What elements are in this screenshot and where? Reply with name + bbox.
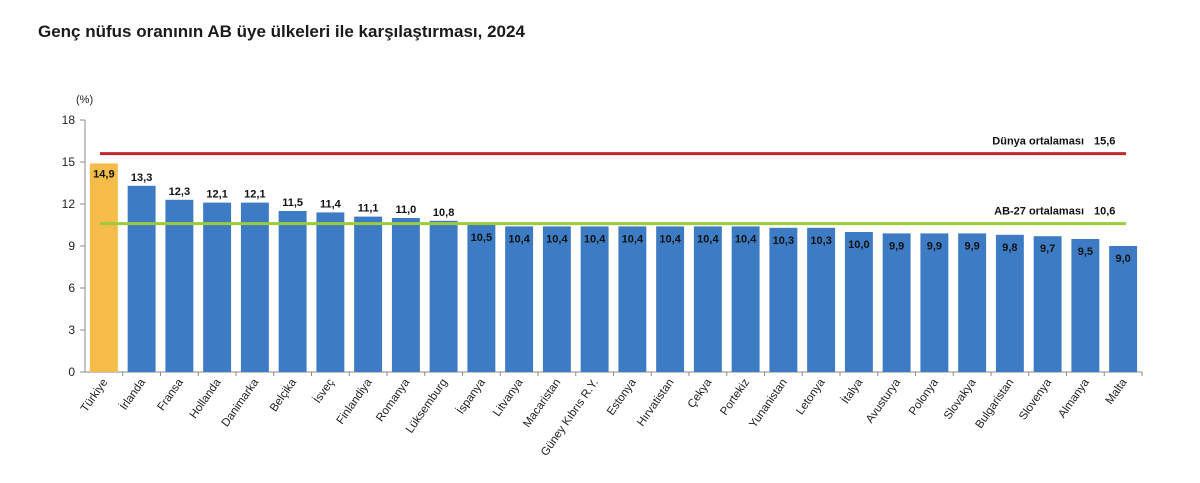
data-label: 9,9 <box>889 240 904 252</box>
x-category-label: Avusturya <box>864 376 903 425</box>
reference-line-value: 10,6 <box>1094 206 1115 218</box>
x-category-label: Polonya <box>907 376 941 417</box>
x-category-label: Danimarka <box>220 376 262 429</box>
y-tick-label: 0 <box>68 365 75 379</box>
bar <box>882 233 911 372</box>
data-label: 12,1 <box>206 189 227 201</box>
x-category-label: İtalya <box>839 376 866 406</box>
data-label: 10,4 <box>508 233 530 245</box>
data-label: 10,3 <box>810 235 831 247</box>
data-label: 10,4 <box>735 233 757 245</box>
bar <box>354 216 383 372</box>
chart-title: Genç nüfus oranının AB üye ülkeleri ile … <box>38 22 525 41</box>
bar <box>807 227 836 372</box>
data-label: 10,4 <box>546 233 568 245</box>
data-label: 10,4 <box>659 233 681 245</box>
x-category-label: Fransa <box>155 376 186 413</box>
bar <box>693 226 722 372</box>
data-label: 10,4 <box>584 233 606 245</box>
x-category-label: İsveç <box>311 376 337 406</box>
reference-line-label: AB-27 ortalaması <box>994 206 1084 218</box>
data-label: 9,9 <box>964 240 979 252</box>
bar <box>505 226 534 372</box>
bar <box>1109 246 1138 372</box>
bar <box>278 211 307 372</box>
bar <box>618 226 647 372</box>
data-label: 14,9 <box>93 168 114 180</box>
y-tick-label: 6 <box>68 281 75 295</box>
bar <box>920 233 949 372</box>
data-label: 11,4 <box>320 198 342 210</box>
x-category-label: Hırvatistan <box>635 377 676 429</box>
y-tick-label: 15 <box>62 155 76 169</box>
bar <box>995 234 1024 372</box>
data-label: 10,3 <box>773 235 794 247</box>
data-label: 9,9 <box>927 240 942 252</box>
data-label: 9,5 <box>1078 246 1093 258</box>
data-label: 13,3 <box>131 172 152 184</box>
y-tick-label: 9 <box>68 239 75 253</box>
bar <box>1033 236 1062 372</box>
x-category-label: Almanya <box>1056 376 1092 420</box>
bar <box>165 199 194 372</box>
data-label: 9,7 <box>1040 243 1055 255</box>
bar <box>844 232 873 372</box>
x-category-label: Letonya <box>794 376 828 417</box>
x-category-label: Çekya <box>686 376 715 410</box>
bar <box>958 233 987 372</box>
x-category-label: Estonya <box>605 376 639 417</box>
x-category-label: Bulgaristan <box>973 377 1016 431</box>
data-label: 11,1 <box>358 203 379 215</box>
x-category-label: Yunanistan <box>747 377 789 431</box>
x-category-label: İrlanda <box>117 376 148 413</box>
bars: 14,9 13,3 12,3 12,1 12,1 11,5 11,4 11,1 11,0 10,8… <box>89 163 1143 376</box>
data-label: 10,4 <box>697 233 719 245</box>
reference-lines: Dünya ortalaması 15,6 AB-27 ortalaması 10,6 <box>100 136 1126 226</box>
data-label: 9,8 <box>1002 242 1017 254</box>
x-category-label: Slovakya <box>942 376 979 422</box>
bar <box>240 202 269 372</box>
bar <box>542 226 571 372</box>
bar <box>391 218 420 372</box>
x-category-label: Hollanda <box>188 376 224 421</box>
data-label: 11,0 <box>395 204 416 216</box>
y-tick-label: 3 <box>68 323 75 337</box>
bar <box>580 226 609 372</box>
data-label: 10,5 <box>471 232 492 244</box>
x-category-label: Malta <box>1104 376 1130 406</box>
bar <box>429 220 458 372</box>
reference-line-value: 15,6 <box>1094 136 1115 148</box>
bar-highlight <box>89 163 118 372</box>
x-category-label: Türkiye <box>79 377 110 415</box>
data-label: 12,3 <box>169 186 190 198</box>
data-label: 10,4 <box>622 233 644 245</box>
x-category-label: Litvanya <box>491 376 526 418</box>
data-label: 12,1 <box>244 189 265 201</box>
data-label: 10,8 <box>433 207 454 219</box>
data-label: 11,5 <box>282 197 303 209</box>
x-category-label: Portekiz <box>718 377 752 418</box>
y-tick-label: 12 <box>62 197 76 211</box>
x-category-label: Slovenya <box>1017 376 1054 422</box>
bar <box>1071 239 1100 372</box>
bar <box>467 225 496 372</box>
reference-line-label: Dünya ortalaması <box>992 136 1084 148</box>
data-label: 9,0 <box>1115 253 1130 265</box>
x-category-label: Romanya <box>374 376 412 424</box>
x-category-label: Belçika <box>268 376 299 414</box>
bar <box>316 212 345 372</box>
x-category-label: Finlandiya <box>335 376 375 426</box>
bar <box>656 226 685 372</box>
y-tick-label: 18 <box>62 113 76 127</box>
bar <box>127 185 156 372</box>
bar <box>731 226 760 372</box>
x-category-label: İspanya <box>454 376 488 417</box>
bar <box>769 227 798 372</box>
data-label: 10,0 <box>848 239 869 251</box>
x-category-label: Macaristan <box>521 377 563 430</box>
bar <box>203 202 232 372</box>
y-axis-unit-label: (%) <box>76 94 93 106</box>
